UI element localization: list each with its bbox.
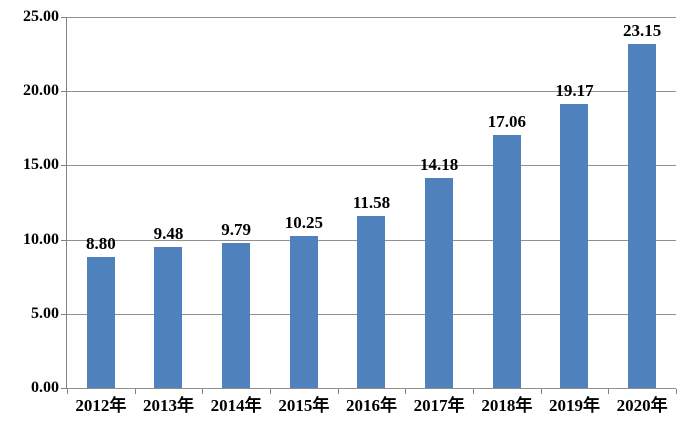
y-axis-tick-label: 20.00 — [23, 82, 59, 100]
x-axis-tick — [270, 389, 271, 394]
x-axis-tick-label: 2014年 — [210, 396, 262, 415]
bar — [289, 235, 318, 388]
y-axis-tick — [61, 165, 66, 167]
bar-slot: 11.58 — [338, 17, 406, 388]
bar-value-label: 9.48 — [153, 224, 184, 244]
y-axis-tick-label: 25.00 — [23, 8, 59, 25]
x-axis-tick-label: 2020年 — [616, 396, 668, 415]
x-axis-tick — [608, 389, 610, 394]
x-axis-tick — [540, 389, 542, 394]
bar-value-label: 8.80 — [85, 234, 116, 254]
bar-value-label: 14.18 — [420, 154, 459, 174]
x-axis-tick — [337, 389, 339, 394]
bar-value-label: 17.06 — [487, 111, 526, 131]
x-axis-tick-label: 2017年 — [413, 396, 465, 415]
plot-area: 8.80 9.48 9.79 10.25 11.58 14.18 17.06 19.17 23.… — [61, 17, 677, 394]
x-axis-tick-label: 2015年 — [278, 396, 330, 415]
bar-value-label: 11.58 — [352, 193, 391, 213]
bar — [560, 103, 589, 388]
bar — [86, 257, 115, 388]
y-axis-tick-label: 10.00 — [23, 230, 59, 248]
bar — [425, 177, 454, 388]
bar-slot: 23.15 — [608, 17, 676, 388]
x-axis-tick — [134, 389, 136, 394]
y-axis-tick — [61, 388, 66, 389]
x-axis-tick — [202, 389, 204, 394]
bar — [628, 44, 657, 388]
bar-slot: 8.80 — [67, 17, 135, 388]
x-axis-tick — [473, 389, 474, 394]
x-axis-tick-label: 2019年 — [549, 396, 600, 415]
y-axis-line — [66, 17, 67, 388]
x-axis-tick-label: 2012年 — [75, 396, 127, 415]
gridline — [67, 165, 676, 167]
y-axis-tick — [61, 239, 66, 241]
bar-value-label: 19.17 — [555, 80, 594, 100]
gridline — [67, 17, 676, 18]
bar — [357, 216, 386, 388]
y-axis-tick-label: 5.00 — [31, 304, 59, 322]
bar-slot: 9.48 — [135, 17, 203, 388]
bar-value-label: 10.25 — [284, 212, 323, 232]
bar — [154, 247, 183, 388]
y-axis-tick-label: 0.00 — [31, 379, 59, 396]
bar-slot: 19.17 — [541, 17, 609, 388]
x-axis-tick-label: 2013年 — [143, 396, 194, 415]
bar-slot: 17.06 — [473, 17, 541, 388]
bar-value-label: 23.15 — [623, 21, 662, 41]
bar-slot: 10.25 — [270, 17, 338, 388]
gridline — [67, 91, 676, 93]
y-axis-tick — [61, 313, 66, 315]
bar-value-label: 9.79 — [221, 219, 252, 239]
gridline — [67, 388, 676, 389]
y-axis-tick — [61, 91, 66, 93]
bar-slot: 9.79 — [202, 17, 270, 388]
y-axis-tick-label: 15.00 — [23, 156, 59, 174]
y-axis-tick — [61, 17, 66, 18]
bar — [222, 242, 251, 388]
x-axis-tick — [405, 389, 407, 394]
bar-slot: 14.18 — [405, 17, 473, 388]
bar — [492, 134, 521, 388]
x-axis-tick — [67, 389, 68, 394]
x-axis-tick-label: 2016年 — [346, 396, 397, 415]
x-axis-tick — [676, 389, 677, 394]
x-axis-tick-label: 2018年 — [481, 396, 533, 415]
